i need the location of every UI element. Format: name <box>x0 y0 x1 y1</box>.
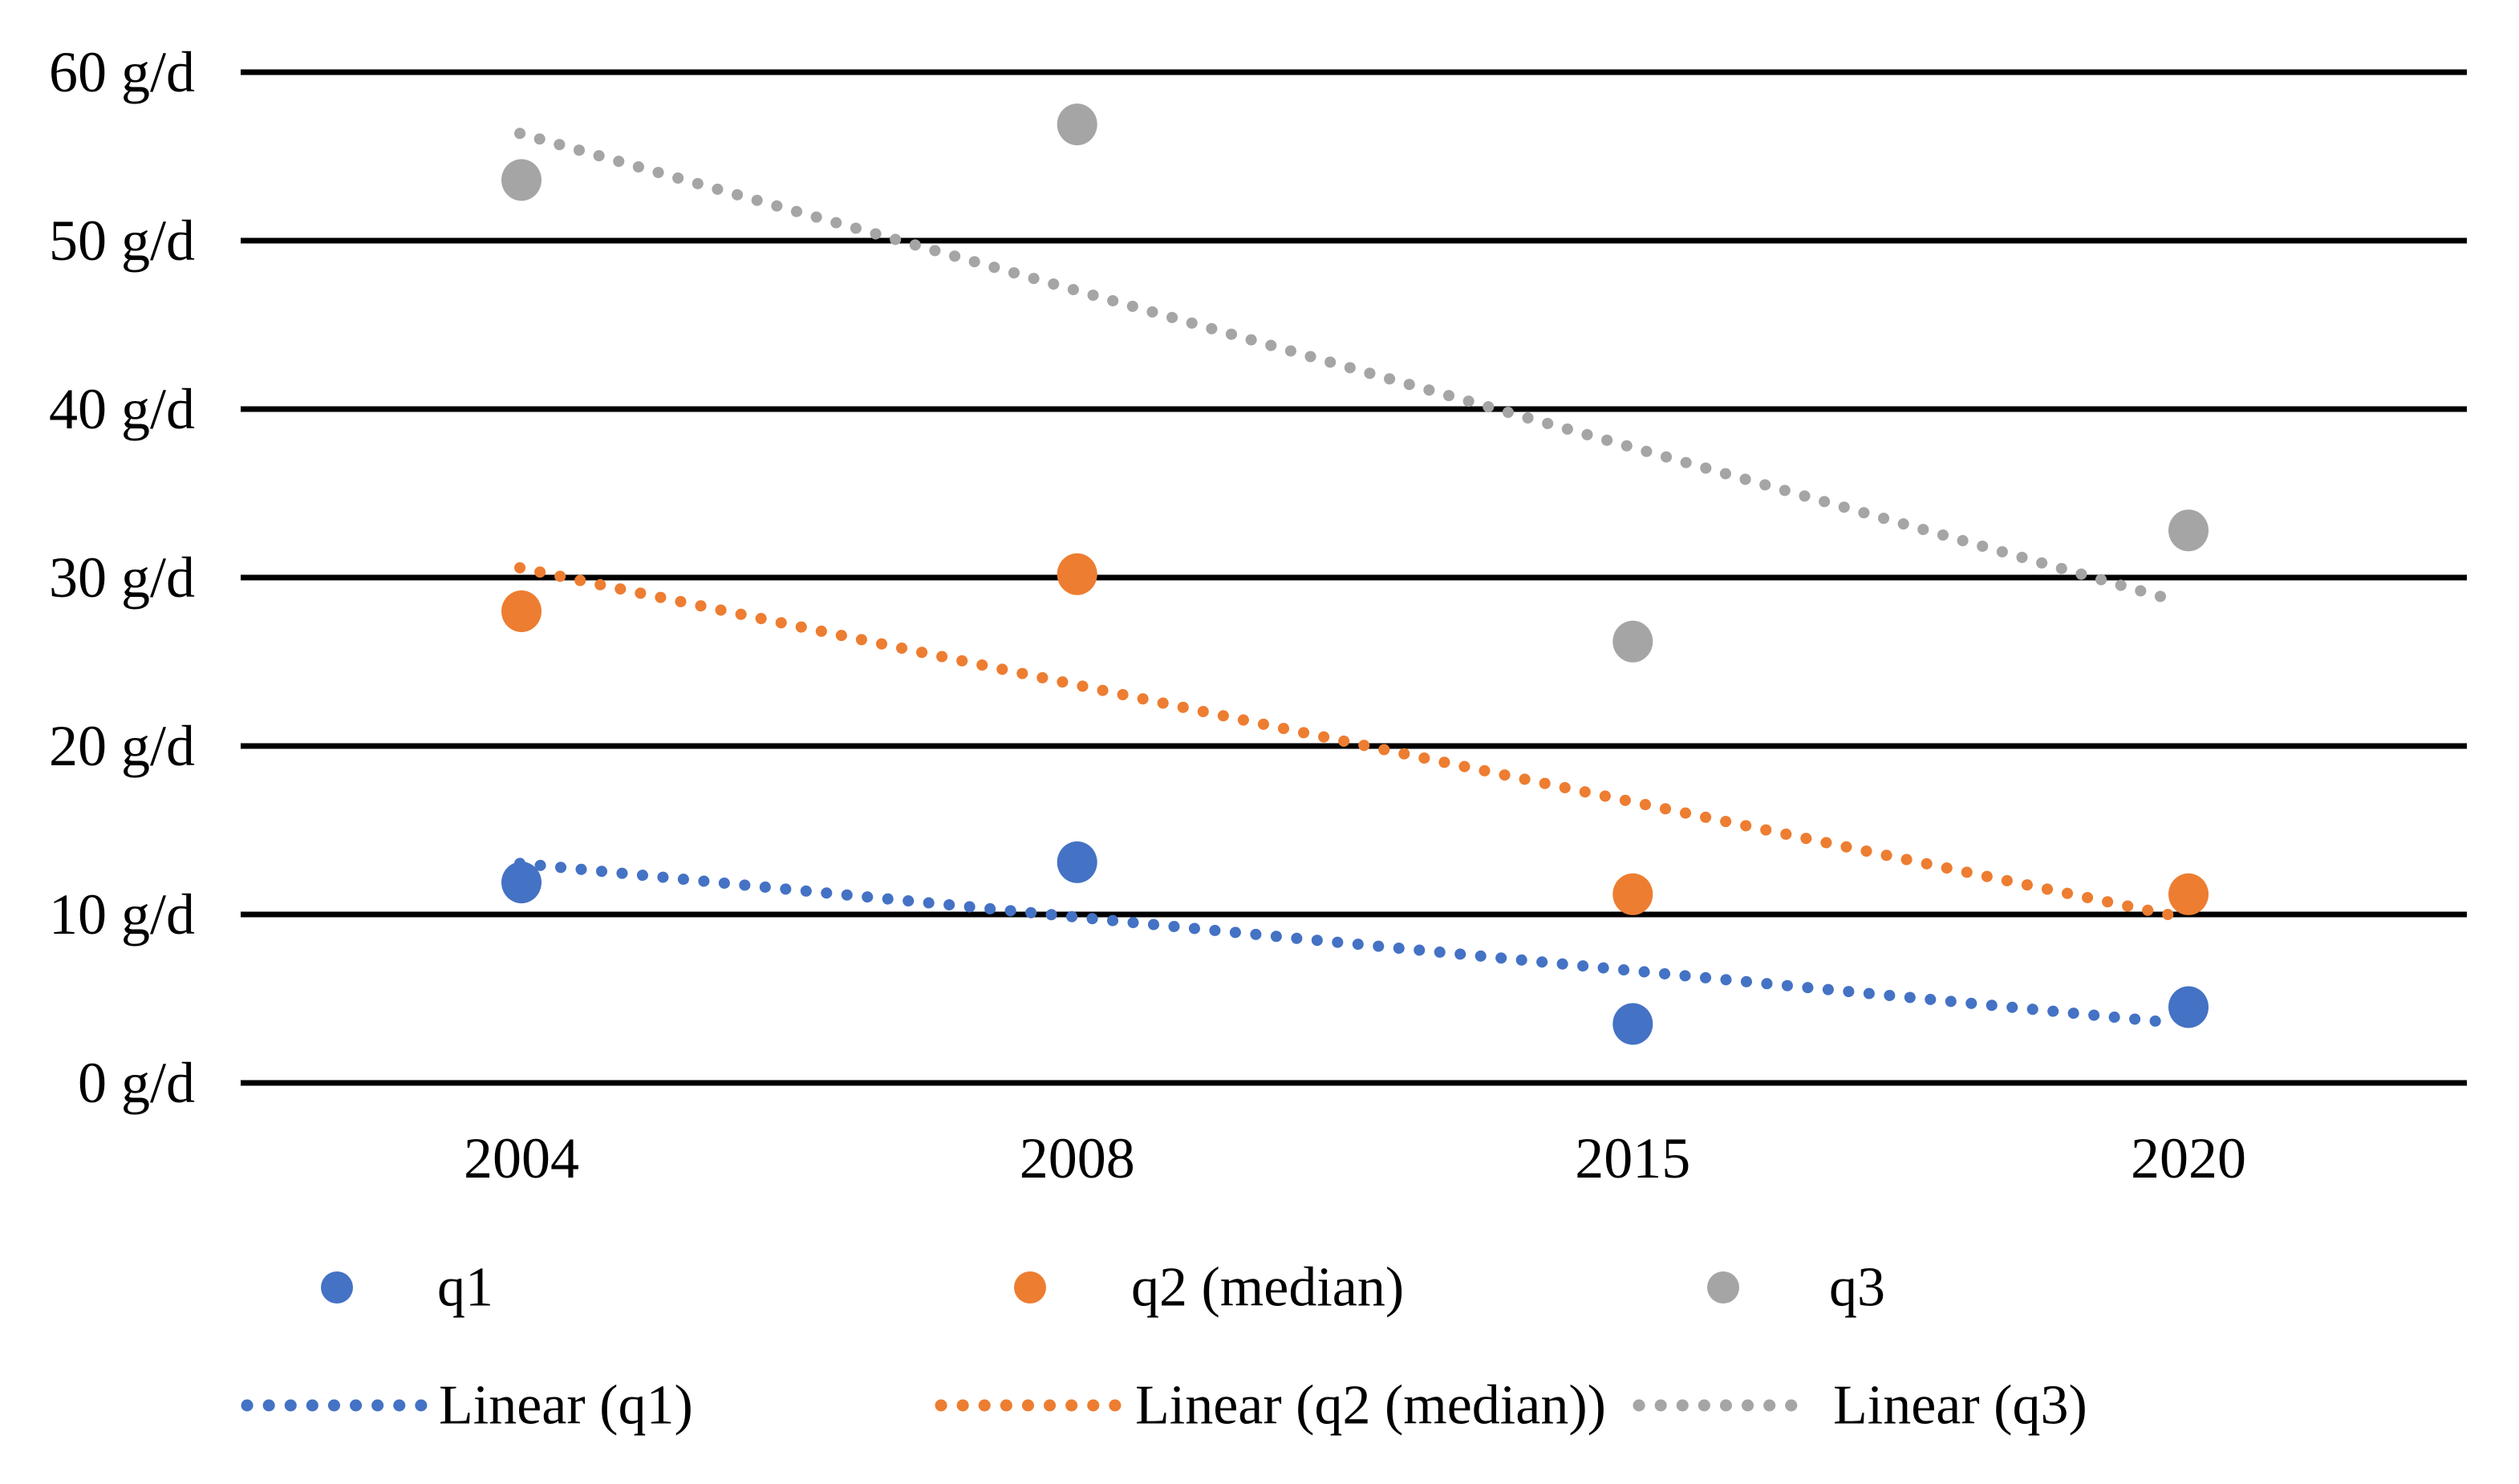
y-tick-label-40: 40 g/d <box>49 377 195 441</box>
y-tick-label-10: 10 g/d <box>49 882 195 947</box>
legend-marker-q2-median <box>1014 1271 1046 1304</box>
x-axis-labels: 2004 2008 2015 2020 <box>464 1126 2246 1190</box>
data-point-q2-median-2015 <box>1612 873 1653 915</box>
y-tick-label-0: 0 g/d <box>78 1051 195 1115</box>
x-tick-label-2015: 2015 <box>1575 1126 1690 1190</box>
data-point-q1-2020 <box>2168 986 2209 1028</box>
y-tick-label-20: 20 g/d <box>49 714 195 778</box>
legend-label-q1: q1 <box>437 1257 493 1319</box>
legend-marker-q3 <box>1707 1271 1739 1304</box>
data-point-q3-2008 <box>1057 103 1097 146</box>
y-tick-label-50: 50 g/d <box>49 209 195 273</box>
x-tick-label-2004: 2004 <box>464 1126 579 1190</box>
y-tick-label-30: 30 g/d <box>49 545 195 610</box>
data-point-q1-2015 <box>1612 1003 1653 1045</box>
data-point-q2-median-2004 <box>501 590 542 632</box>
legend-label-q3: q3 <box>1829 1257 1885 1319</box>
legend-marker-q1 <box>321 1271 353 1304</box>
data-point-q2-median-2020 <box>2168 873 2209 915</box>
x-tick-label-2008: 2008 <box>1020 1126 1135 1190</box>
trendline-q1 <box>514 858 2181 1029</box>
legend-label-linear-q2-median: Linear (q2 (median)) <box>1135 1375 1606 1437</box>
legend-label-q2-median: q2 (median) <box>1131 1257 1404 1319</box>
y-tick-label-60: 60 g/d <box>49 40 195 104</box>
data-point-q3-2015 <box>1612 620 1653 663</box>
legend-label-linear-q3: Linear (q3) <box>1833 1375 2087 1437</box>
data-point-q3-2004 <box>501 159 542 201</box>
y-axis-labels: 0 g/d 10 g/d 20 g/d 30 g/d 40 g/d 50 g/d 60 g/… <box>49 40 195 1115</box>
data-points <box>501 103 2209 1045</box>
legend-label-linear-q1: Linear (q1) <box>439 1375 693 1437</box>
legend-series-row: q1 q2 (median) q3 <box>321 1257 1885 1319</box>
legend-trendline-row: Linear (q1) Linear (q2 (median)) Linear (q… <box>241 1375 2087 1437</box>
gridlines <box>241 69 2467 1086</box>
data-point-q1-2004 <box>501 862 542 904</box>
data-point-q2-median-2008 <box>1057 553 1097 595</box>
x-tick-label-2020: 2020 <box>2131 1126 2246 1190</box>
data-point-q1-2008 <box>1057 841 1097 883</box>
data-point-q3-2020 <box>2168 509 2209 552</box>
trendlines <box>514 128 2181 1029</box>
trendline-q3 <box>514 128 2181 606</box>
trendline-q2-median <box>514 562 2181 922</box>
